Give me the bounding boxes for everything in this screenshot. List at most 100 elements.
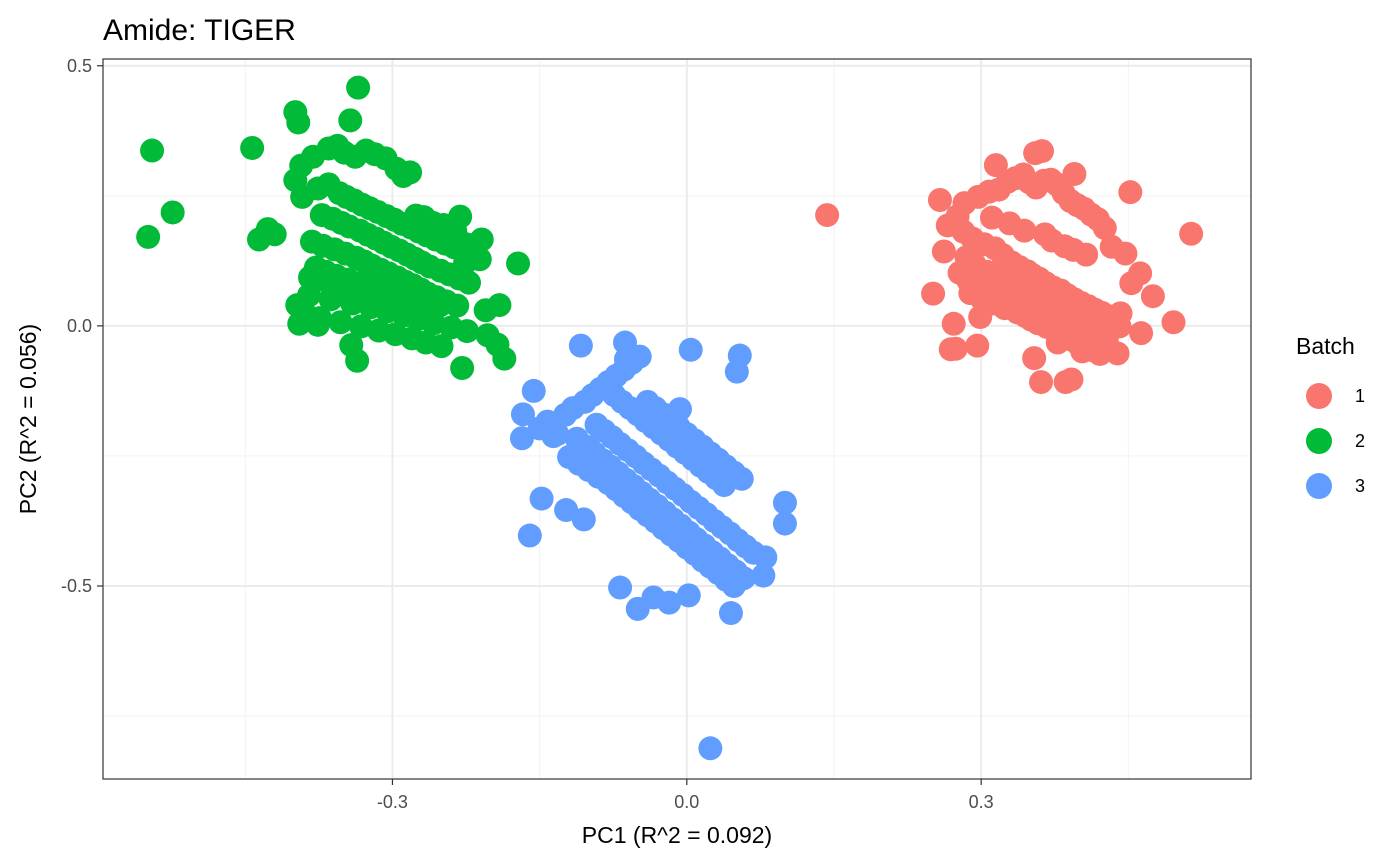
point-batch-3	[509, 426, 534, 451]
legend-key-1	[1306, 383, 1332, 409]
point-batch-2	[445, 293, 470, 318]
point-batch-2	[398, 160, 423, 185]
point-batch-2	[467, 247, 492, 272]
series-2	[136, 75, 531, 381]
series-3	[509, 330, 797, 761]
y-axis: -0.5 0.0 0.5	[61, 56, 103, 596]
point-batch-2	[338, 108, 363, 133]
point-batch-3	[772, 511, 797, 536]
point-batch-1	[1062, 161, 1087, 186]
chart-title: Amide: TIGER	[103, 14, 296, 47]
point-batch-1	[1140, 284, 1165, 309]
point-batch-1	[927, 187, 952, 212]
point-batch-2	[473, 298, 498, 323]
point-batch-2	[429, 334, 454, 359]
point-batch-2	[318, 287, 343, 312]
point-batch-1	[1068, 323, 1093, 348]
point-batch-3	[510, 402, 535, 427]
legend-label-3: 3	[1355, 476, 1365, 496]
plot-area	[102, 58, 1252, 780]
point-batch-1	[1029, 370, 1054, 395]
point-batch-3	[712, 473, 737, 498]
point-batch-1	[1161, 310, 1186, 335]
point-batch-1	[938, 337, 963, 362]
point-batch-2	[247, 227, 272, 252]
point-batch-3	[721, 573, 746, 598]
legend-key-3	[1306, 473, 1332, 499]
point-batch-1	[1129, 321, 1154, 346]
point-batch-2	[297, 283, 322, 308]
point-batch-1	[931, 239, 956, 264]
point-batch-2	[286, 110, 311, 135]
point-batch-2	[389, 285, 414, 310]
legend: Batch 1 2 3	[1296, 333, 1365, 499]
point-batch-1	[921, 281, 946, 306]
point-batch-3	[608, 575, 633, 600]
point-batch-1	[815, 203, 840, 228]
point-batch-1	[985, 279, 1010, 304]
point-batch-1	[1113, 241, 1138, 266]
panel-border	[102, 58, 1252, 780]
y-tick-label: 0.5	[67, 56, 92, 76]
series-1	[815, 139, 1204, 395]
point-batch-1	[1012, 218, 1037, 243]
point-batch-1	[1087, 341, 1112, 366]
point-batch-3	[529, 486, 554, 511]
legend-key-2	[1306, 428, 1332, 454]
point-batch-2	[450, 356, 475, 381]
point-batch-3	[554, 498, 579, 523]
point-batch-1	[1074, 242, 1099, 267]
y-axis-title: PC2 (R^2 = 0.056)	[15, 324, 41, 514]
point-batch-1	[1128, 261, 1153, 286]
legend-label-1: 1	[1355, 386, 1365, 406]
point-batch-2	[240, 135, 265, 160]
x-axis-title: PC1 (R^2 = 0.092)	[582, 822, 772, 848]
data-points	[136, 75, 1204, 761]
point-batch-1	[1092, 216, 1117, 241]
point-batch-2	[407, 289, 432, 314]
x-axis: -0.3 0.0 0.3	[377, 779, 994, 812]
point-batch-2	[456, 270, 481, 295]
point-batch-3	[678, 337, 703, 362]
point-batch-2	[506, 251, 531, 276]
point-batch-3	[741, 540, 766, 565]
point-batch-2	[328, 310, 353, 335]
point-batch-2	[136, 224, 161, 249]
x-tick-label: 0.0	[674, 792, 699, 812]
point-batch-2	[475, 323, 500, 348]
point-batch-3	[517, 523, 542, 548]
point-batch-3	[772, 490, 797, 515]
point-batch-2	[492, 346, 517, 371]
point-batch-3	[627, 344, 652, 369]
point-batch-3	[571, 507, 596, 532]
point-batch-1	[1030, 139, 1055, 164]
x-tick-label: 0.3	[969, 792, 994, 812]
point-batch-3	[521, 378, 546, 403]
point-batch-3	[676, 583, 701, 608]
point-batch-1	[1046, 307, 1071, 332]
legend-label-2: 2	[1355, 431, 1365, 451]
y-tick-label: -0.5	[61, 576, 92, 596]
point-batch-3	[727, 343, 752, 368]
point-batch-3	[657, 590, 682, 615]
point-batch-1	[941, 311, 966, 336]
x-tick-label: -0.3	[377, 792, 408, 812]
point-batch-2	[140, 138, 165, 163]
point-batch-2	[160, 200, 185, 225]
point-batch-1	[1093, 319, 1118, 344]
y-tick-label: 0.0	[67, 316, 92, 336]
point-batch-2	[339, 333, 364, 358]
point-batch-2	[352, 277, 377, 302]
point-batch-2	[346, 75, 371, 100]
legend-title: Batch	[1296, 333, 1355, 359]
point-batch-1	[1059, 367, 1084, 392]
point-batch-3	[751, 563, 776, 588]
point-batch-1	[1022, 346, 1047, 371]
point-batch-1	[1118, 180, 1143, 205]
point-batch-2	[455, 319, 480, 344]
point-batch-1	[965, 333, 990, 358]
point-batch-2	[307, 306, 332, 331]
point-batch-3	[698, 736, 723, 761]
point-batch-1	[1179, 221, 1204, 246]
